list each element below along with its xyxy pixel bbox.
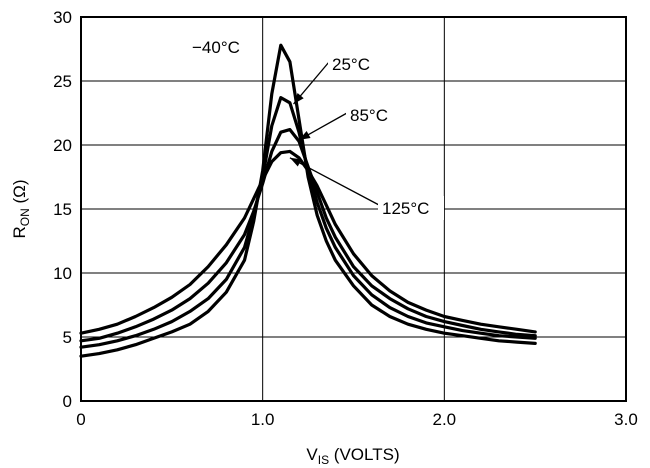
- annotation-arrowhead: [289, 157, 302, 167]
- annotation-85: 85°C: [350, 106, 388, 125]
- y-tick-label: 0: [63, 392, 72, 411]
- x-tick-label: 3.0: [614, 410, 638, 429]
- annotation-25: 25°C: [332, 55, 370, 74]
- annotation-arrowhead: [293, 93, 304, 105]
- y-tick-label: 15: [53, 200, 72, 219]
- y-tick-label: 30: [53, 8, 72, 27]
- annotation-labels: −40°C 25°C 85°C 125°C: [186, 34, 444, 220]
- annotation-minus40: −40°C: [192, 38, 240, 57]
- annotation-bg-85: [346, 103, 402, 127]
- annotation-125: 125°C: [382, 199, 429, 218]
- series-line-0: [79, 43, 537, 358]
- y-tick-label: 10: [53, 264, 72, 283]
- y-axis-label: RON (Ω): [10, 179, 32, 238]
- annotation-bg-25: [328, 52, 388, 76]
- annotation-leader-line: [289, 157, 380, 206]
- x-tick-label: 1.0: [251, 410, 275, 429]
- y-tick-label: 20: [53, 136, 72, 155]
- x-tick-labels: 0 1.0 2.0 3.0: [76, 410, 638, 429]
- y-tick-label: 5: [63, 328, 72, 347]
- x-tick-label: 0: [76, 410, 85, 429]
- annotation-leaders: [289, 61, 380, 206]
- annotation-bg-minus40: [186, 34, 258, 58]
- x-tick-label: 2.0: [433, 410, 457, 429]
- annotation-arrowhead: [299, 131, 311, 140]
- series-line-3: [79, 149, 537, 335]
- x-axis-label: VIS (VOLTS): [306, 445, 399, 467]
- y-tick-label: 25: [53, 72, 72, 91]
- series-line-2: [79, 128, 537, 343]
- series-line-1: [79, 95, 537, 349]
- plot-frame: [80, 16, 627, 402]
- y-tick-labels: 0 5 10 15 20 25 30: [53, 8, 72, 411]
- annotation-bg-125: [378, 196, 444, 220]
- grid: [81, 17, 626, 401]
- series-curves: [79, 43, 537, 358]
